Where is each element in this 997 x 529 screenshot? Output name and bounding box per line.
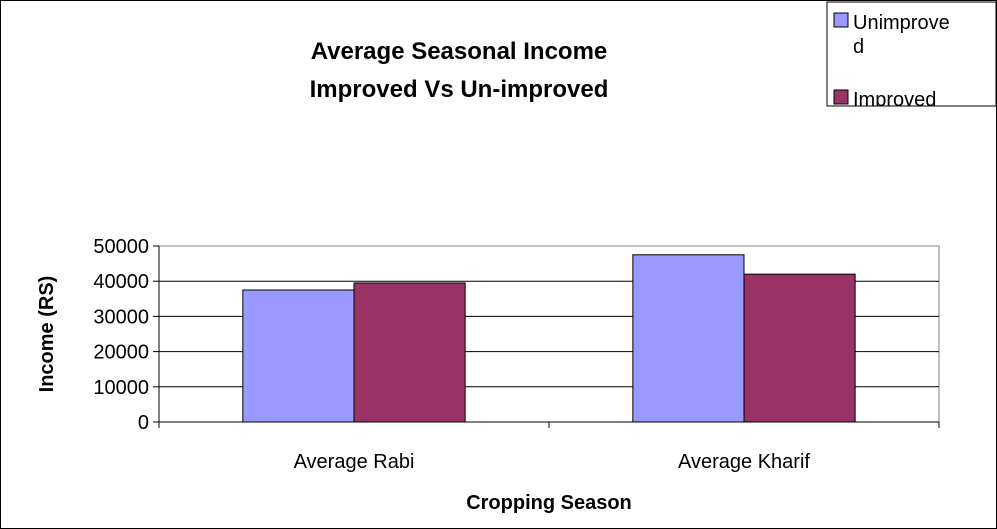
x-category-label: Average Rabi <box>294 451 415 473</box>
legend-label: Improved <box>853 89 936 111</box>
y-tick-label: 20000 <box>93 342 149 364</box>
x-category-label: Average Kharif <box>678 451 810 473</box>
y-tick-label: 0 <box>138 412 149 434</box>
legend-label: Unimprove <box>853 12 950 34</box>
chart-title-line-1: Average Seasonal Income <box>311 38 608 65</box>
legend-box <box>826 1 996 107</box>
legend-swatch <box>833 89 849 105</box>
bar <box>632 254 745 423</box>
y-axis: 0 10000 20000 30000 40000 50000 <box>93 236 160 434</box>
y-tick-label: 40000 <box>93 271 149 293</box>
y-tick-label: 50000 <box>93 236 149 258</box>
y-axis-title: Income (RS) <box>36 276 58 393</box>
bar <box>242 289 355 423</box>
chart-title-line-2: Improved Vs Un-improved <box>310 76 609 103</box>
y-tick-label: 30000 <box>93 306 149 328</box>
legend-swatch <box>833 12 849 28</box>
bar <box>743 273 856 423</box>
y-tick-label: 10000 <box>93 377 149 399</box>
bar <box>353 282 466 423</box>
x-axis-title: Cropping Season <box>466 492 632 514</box>
bars <box>242 254 856 423</box>
legend-label-wrap: d <box>853 36 864 58</box>
x-axis: Average Rabi Average Kharif <box>158 421 940 473</box>
